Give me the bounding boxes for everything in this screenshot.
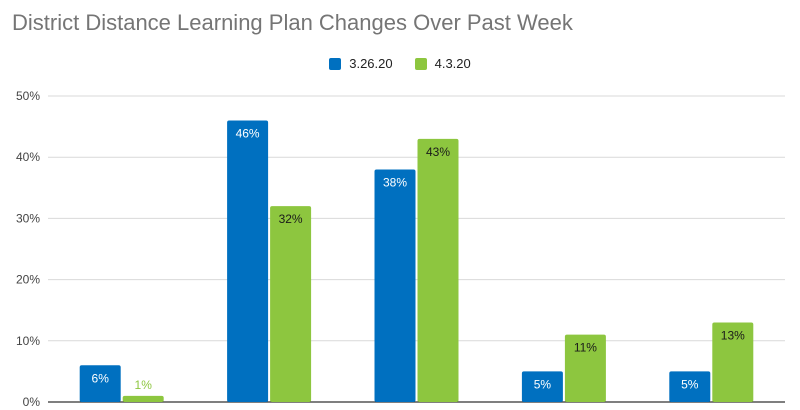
legend-label-series-2: 4.3.20 [434, 56, 471, 71]
y-tick-label: 50% [16, 89, 40, 103]
data-label-series-1-cat-1: 6% [92, 371, 110, 385]
data-label-series-1-cat-3: 38% [383, 175, 407, 189]
y-tick-label: 10% [16, 334, 40, 348]
data-label-series-2-cat-2: 32% [279, 212, 303, 226]
bar-series-1-cat-1 [79, 365, 121, 402]
data-label-series-2-cat-4: 11% [574, 341, 597, 355]
bar-series-2-cat-1 [122, 395, 164, 402]
legend-item-series-1: 3.26.20 [329, 56, 393, 71]
data-label-series-2-cat-5: 13% [721, 328, 745, 342]
legend: 3.26.20 4.3.20 [0, 56, 800, 71]
legend-swatch-series-2 [414, 57, 427, 70]
chart-title: District Distance Learning Plan Changes … [12, 10, 573, 35]
bar-series-1-cat-5 [669, 371, 711, 402]
y-tick-label: 0% [23, 395, 41, 409]
bar-series-2-cat-5 [712, 322, 754, 402]
legend-swatch-series-1 [329, 57, 342, 70]
bar-series-2-cat-4 [564, 334, 606, 402]
legend-label-series-1: 3.26.20 [349, 56, 393, 71]
data-label-series-1-cat-4: 5% [534, 377, 552, 391]
bar-series-1-cat-4 [521, 371, 563, 402]
bar-series-2-cat-3 [417, 138, 459, 402]
data-label-series-1-cat-2: 46% [236, 126, 260, 140]
data-label-series-1-cat-5: 5% [681, 377, 699, 391]
bar-series-1-cat-3 [374, 169, 416, 402]
y-tick-label: 30% [16, 211, 40, 225]
y-tick-label: 40% [16, 150, 40, 164]
data-label-series-2-cat-1: 1% [135, 378, 153, 392]
bar-series-1-cat-2 [227, 120, 269, 402]
bar-series-2-cat-2 [270, 206, 312, 402]
legend-item-series-2: 4.3.20 [414, 56, 471, 71]
data-label-series-2-cat-3: 43% [426, 145, 450, 159]
y-tick-label: 20% [16, 273, 40, 287]
